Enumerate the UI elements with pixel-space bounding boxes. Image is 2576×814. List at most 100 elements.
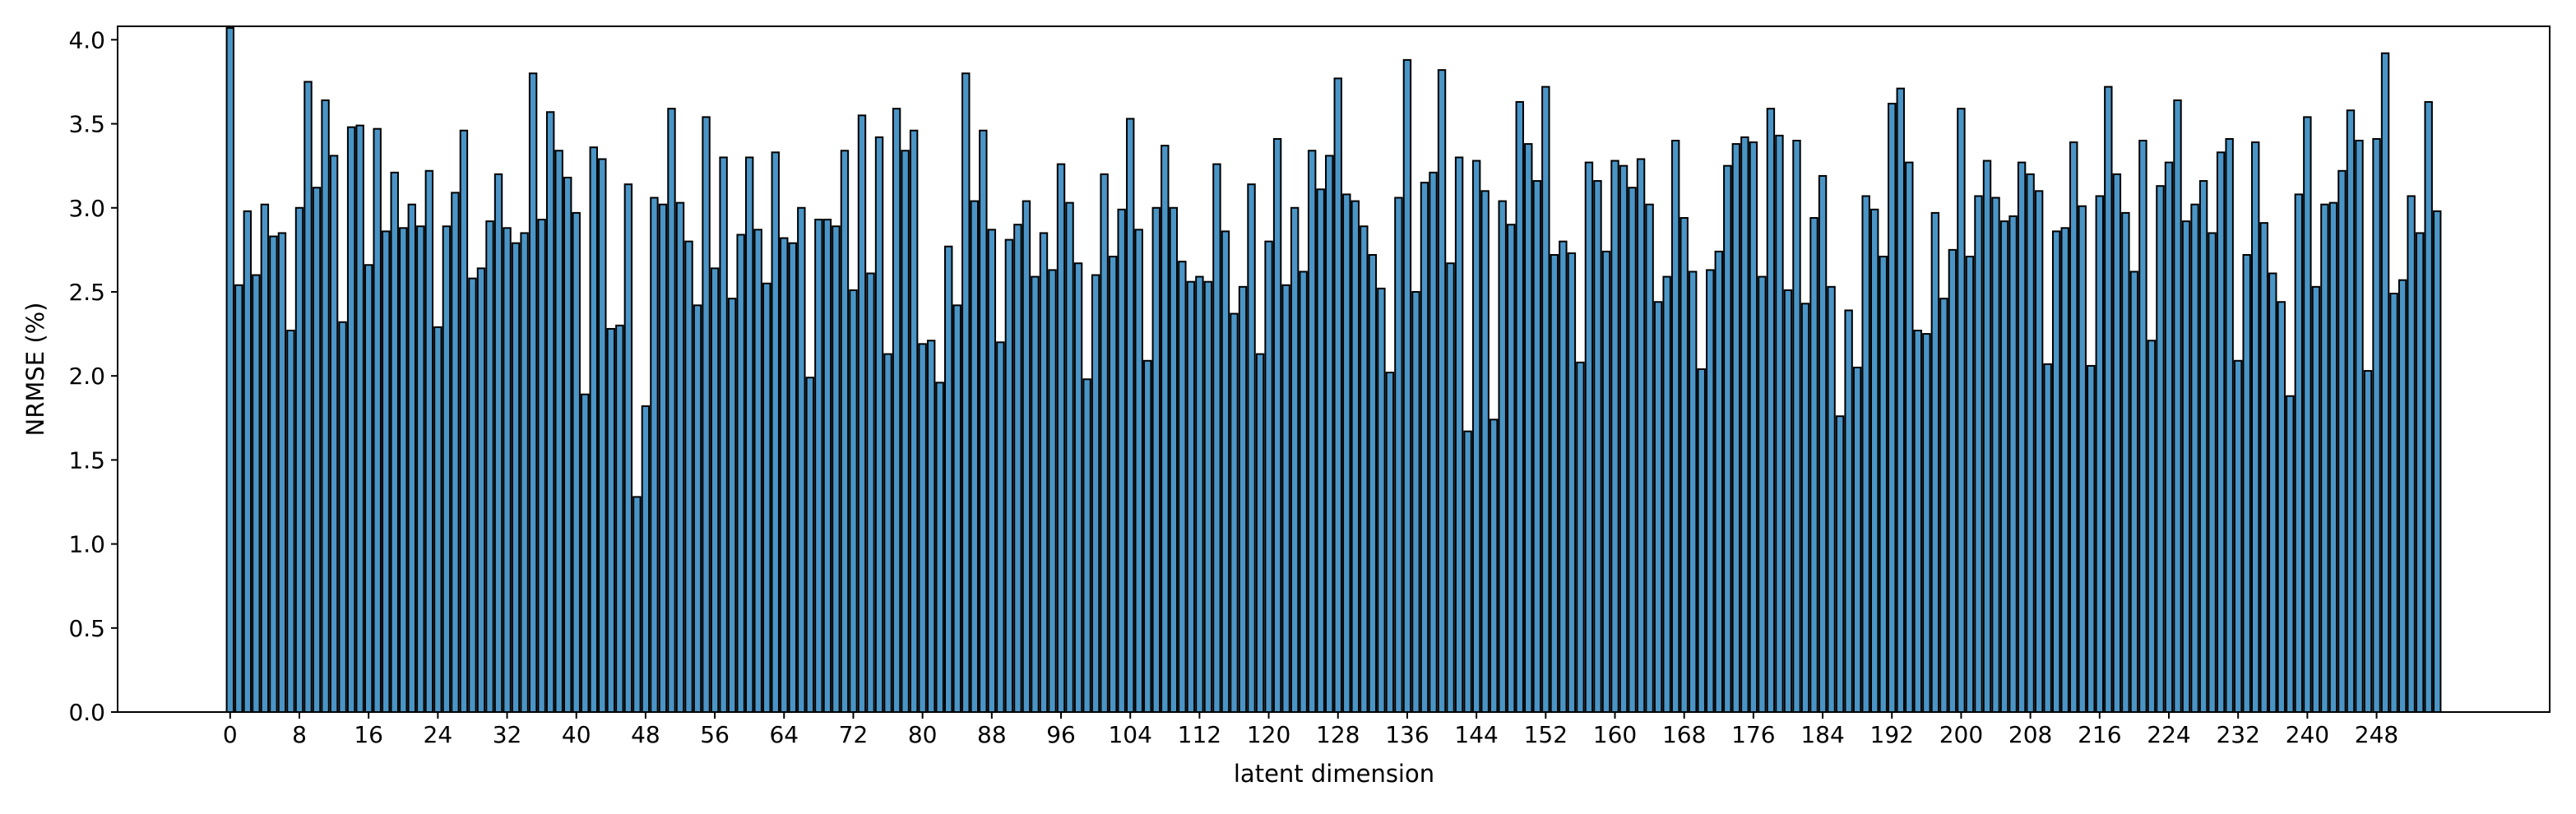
bar-186 xyxy=(1835,415,1845,713)
bar-185 xyxy=(1827,285,1836,713)
bar-5 xyxy=(269,235,278,713)
bar-126 xyxy=(1316,188,1325,713)
bar-226 xyxy=(2181,220,2191,713)
bar-98 xyxy=(1073,262,1083,714)
bar-241 xyxy=(2311,285,2321,713)
bar-135 xyxy=(1394,197,1403,713)
bar-53 xyxy=(684,240,693,713)
bar-74 xyxy=(866,272,875,713)
bar-116 xyxy=(1230,312,1239,713)
bar-238 xyxy=(2286,395,2295,713)
bar-15 xyxy=(355,124,364,714)
bar-145 xyxy=(1480,190,1490,713)
bar-169 xyxy=(1689,271,1698,713)
x-tick-label-96: 96 xyxy=(1046,721,1076,748)
bar-119 xyxy=(1255,353,1265,713)
bar-0 xyxy=(225,27,235,714)
bar-183 xyxy=(1809,217,1818,713)
bar-234 xyxy=(2251,141,2260,714)
y-axis-ticks: 0.0 0.5 1.0 1.5 2.0 2.5 3.0 3.5 4.0 xyxy=(68,26,118,726)
bar-52 xyxy=(675,201,685,713)
bar-64 xyxy=(780,237,789,713)
bar-180 xyxy=(1783,289,1793,713)
bar-233 xyxy=(2242,254,2251,713)
bar-31 xyxy=(493,173,503,713)
bar-201 xyxy=(1965,256,1975,714)
y-tick-label-4.0: 4.0 xyxy=(68,26,105,53)
bar-68 xyxy=(814,219,823,713)
bar-55 xyxy=(702,116,711,713)
bar-158 xyxy=(1593,180,1602,713)
bar-218 xyxy=(2112,173,2122,713)
bar-254 xyxy=(2424,100,2433,714)
bar-72 xyxy=(849,289,858,713)
bar-162 xyxy=(1628,187,1637,714)
bar-30 xyxy=(485,220,494,713)
bar-103 xyxy=(1117,208,1126,713)
bar-118 xyxy=(1247,183,1256,713)
bar-137 xyxy=(1411,290,1420,713)
bar-115 xyxy=(1221,230,1230,713)
y-tick-label-2.0: 2.0 xyxy=(68,363,105,390)
bar-174 xyxy=(1731,143,1741,713)
bar-184 xyxy=(1818,174,1828,713)
y-tick-label-1.0: 1.0 xyxy=(68,531,105,558)
bar-50 xyxy=(658,203,668,713)
bar-29 xyxy=(476,267,486,714)
bar-221 xyxy=(2138,140,2147,713)
bar-124 xyxy=(1299,271,1308,713)
bar-150 xyxy=(1524,143,1533,713)
x-tick-label-176: 176 xyxy=(1731,721,1775,748)
bar-88 xyxy=(987,229,997,713)
bar-70 xyxy=(832,225,841,713)
bar-60 xyxy=(744,156,754,713)
bar-39 xyxy=(563,176,572,714)
bar-151 xyxy=(1532,180,1541,713)
bar-117 xyxy=(1238,285,1248,713)
bar-194 xyxy=(1905,161,1914,713)
x-tick-label-128: 128 xyxy=(1316,721,1360,748)
y-tick-label-0.5: 0.5 xyxy=(68,615,105,642)
bar-152 xyxy=(1541,86,1550,713)
bar-23 xyxy=(424,169,434,714)
bar-172 xyxy=(1714,250,1723,714)
bar-19 xyxy=(390,171,399,713)
x-tick-label-232: 232 xyxy=(2216,721,2259,748)
x-tick-label-56: 56 xyxy=(700,721,730,748)
x-tick-label-48: 48 xyxy=(631,721,660,748)
bar-181 xyxy=(1792,140,1801,713)
bar-9 xyxy=(303,81,313,713)
bar-63 xyxy=(771,151,780,713)
bar-25 xyxy=(442,225,452,713)
bar-236 xyxy=(2268,272,2277,713)
bar-22 xyxy=(416,225,425,713)
x-tick-label-8: 8 xyxy=(292,721,307,748)
bar-99 xyxy=(1082,378,1091,713)
bar-225 xyxy=(2173,99,2182,713)
bar-149 xyxy=(1515,100,1524,714)
bar-37 xyxy=(545,111,555,713)
bar-107 xyxy=(1151,206,1161,713)
x-tick-label-208: 208 xyxy=(2008,721,2052,748)
y-tick-label-0.0: 0.0 xyxy=(68,699,105,726)
bar-197 xyxy=(1930,211,1940,713)
bar-36 xyxy=(537,219,546,713)
bar-43 xyxy=(598,158,607,714)
bar-46 xyxy=(623,183,633,713)
bar-87 xyxy=(979,129,988,714)
bar-219 xyxy=(2121,211,2130,713)
bar-217 xyxy=(2104,86,2113,713)
bar-20 xyxy=(399,227,408,714)
bar-83 xyxy=(944,245,953,713)
bar-102 xyxy=(1108,256,1118,714)
bar-211 xyxy=(2051,230,2061,713)
bar-85 xyxy=(961,72,971,714)
x-tick-label-136: 136 xyxy=(1385,721,1429,748)
bar-196 xyxy=(1922,333,1931,713)
y-tick-label-2.5: 2.5 xyxy=(68,279,105,306)
bar-10 xyxy=(312,187,322,714)
bar-216 xyxy=(2095,195,2105,713)
bar-182 xyxy=(1800,303,1810,713)
bar-1 xyxy=(234,284,243,714)
